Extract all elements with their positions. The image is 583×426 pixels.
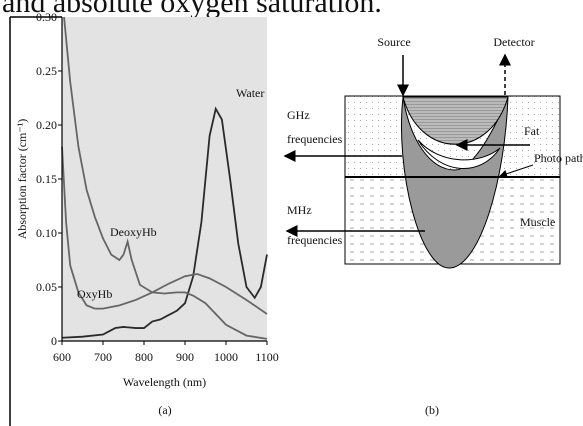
diagram-label: Source [377, 35, 410, 49]
caption: (a) [158, 403, 171, 417]
photo-path-arrow [499, 164, 534, 178]
series-label: Water [236, 86, 264, 100]
deep-path [400, 96, 509, 269]
diagram-label: Muscle [520, 215, 555, 229]
y-tick-label: 0 [51, 334, 57, 348]
x-tick-label: 600 [53, 350, 71, 364]
y-tick-label: 0.15 [36, 172, 57, 186]
crescent [417, 139, 501, 170]
y-tick-label: 0.25 [36, 64, 57, 78]
data-line [61, 146, 268, 315]
diagram-label: Photo path [534, 151, 583, 165]
diagram-label: MHz [287, 203, 312, 217]
data-line [63, 16, 268, 340]
y-tick-label: 0.10 [36, 226, 57, 240]
y-tick-label: 0.30 [36, 10, 57, 24]
y-axis-title: Absorption factor (cm⁻¹) [15, 119, 29, 240]
header-text: and absolute oxygen saturation. [2, 0, 382, 19]
plot-area [62, 17, 267, 341]
diagram-label: frequencies [287, 233, 343, 247]
series-label: OxyHb [77, 287, 112, 301]
x-tick-label: 800 [135, 350, 153, 364]
x-tick-label: 1000 [214, 350, 238, 364]
chart: 0 0.05 0.10 0.15 0.20 0.25 0.30 600 700 800 900 100… [15, 10, 279, 389]
x-tick-label: 1100 [255, 350, 279, 364]
caption: (b) [425, 403, 439, 417]
y-tick-label: 0.05 [36, 280, 57, 294]
x-axis-title: Wavelength (nm) [123, 375, 206, 389]
diagram-label: GHz [287, 108, 310, 122]
x-tick-label: 900 [176, 350, 194, 364]
diagram-label: Fat [524, 124, 540, 138]
series-label: DeoxyHb [110, 225, 157, 239]
diagram: Source Detector GHz frequencies Fat Photo pat… [283, 35, 583, 269]
diagram-label: Detector [493, 35, 534, 49]
data-line [61, 106, 268, 339]
diagram-label: frequencies [287, 132, 343, 146]
x-tick-label: 700 [94, 350, 112, 364]
y-tick-label: 0.20 [36, 118, 57, 132]
